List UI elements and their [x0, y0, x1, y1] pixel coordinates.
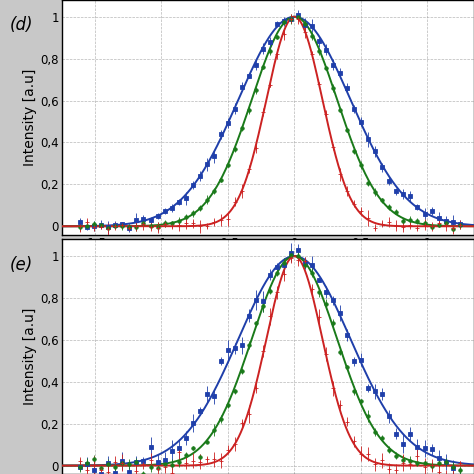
X-axis label: Lateral profile [μm]: Lateral profile [μm] — [201, 256, 335, 270]
Y-axis label: Intensity [a.u]: Intensity [a.u] — [23, 308, 37, 405]
Y-axis label: Intensity [a.u]: Intensity [a.u] — [23, 69, 37, 166]
Text: (e): (e) — [9, 256, 33, 274]
Text: (d): (d) — [9, 17, 33, 35]
